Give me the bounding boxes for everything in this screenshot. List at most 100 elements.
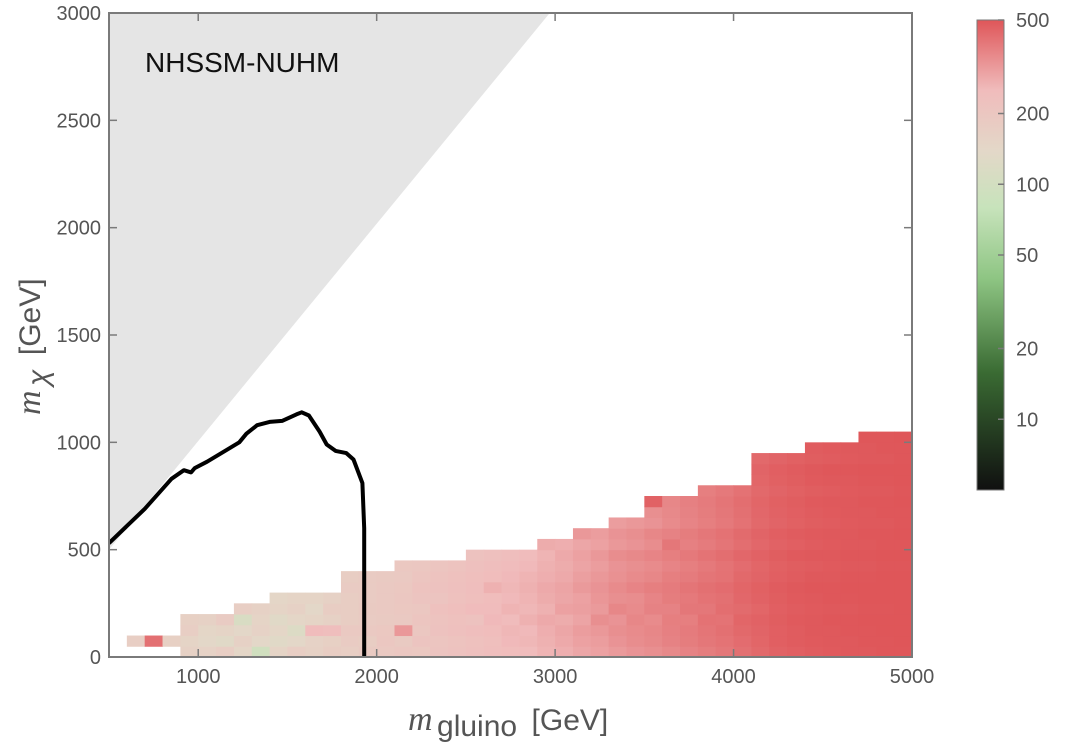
heatmap-cell bbox=[733, 635, 752, 647]
heatmap-cell bbox=[733, 538, 752, 551]
heatmap-cell bbox=[804, 614, 824, 626]
heatmap-cell bbox=[822, 592, 842, 604]
heatmap-cell bbox=[519, 571, 538, 583]
excluded-region bbox=[109, 13, 550, 550]
heatmap-cell bbox=[876, 560, 895, 572]
heatmap-cell bbox=[358, 635, 378, 647]
heatmap-cell bbox=[858, 635, 877, 647]
heatmap-cell bbox=[572, 635, 592, 647]
heatmap-cell bbox=[680, 560, 699, 572]
heatmap-cell bbox=[537, 571, 556, 583]
heatmap-cell bbox=[216, 646, 235, 657]
heatmap-cell bbox=[697, 506, 717, 518]
heatmap-cell bbox=[644, 614, 663, 626]
heatmap-cell bbox=[858, 442, 877, 454]
heatmap-cell bbox=[376, 646, 396, 657]
heatmap-cell bbox=[555, 635, 574, 647]
heatmap-cell bbox=[876, 474, 895, 486]
heatmap-cell bbox=[680, 549, 699, 561]
heatmap-cell bbox=[876, 506, 895, 518]
heatmap-cell bbox=[840, 474, 859, 486]
heatmap-cell bbox=[180, 614, 199, 626]
heatmap-cell bbox=[876, 549, 895, 561]
heatmap-cell bbox=[822, 442, 842, 454]
heatmap-cell bbox=[448, 646, 467, 657]
heatmap-cell bbox=[626, 517, 645, 529]
heatmap-cell bbox=[876, 496, 895, 508]
heatmap-cell bbox=[894, 624, 912, 637]
heatmap-cell bbox=[840, 549, 859, 561]
heatmap-cell bbox=[858, 624, 877, 637]
heatmap-cell bbox=[644, 517, 663, 529]
heatmap-cell bbox=[465, 560, 485, 572]
heatmap-cell bbox=[394, 635, 413, 647]
heatmap-cell bbox=[555, 538, 574, 551]
heatmap-cell bbox=[216, 614, 235, 626]
heatmap-cell bbox=[769, 538, 788, 551]
colorbar-tick-label: 500 bbox=[1016, 10, 1049, 32]
heatmap-cell bbox=[840, 614, 859, 626]
heatmap-cell bbox=[448, 571, 467, 583]
heatmap-cell bbox=[840, 592, 859, 604]
x-axis-subscript: gluino bbox=[437, 710, 517, 743]
y-tick-label: 1000 bbox=[57, 432, 102, 454]
heatmap-cell bbox=[804, 624, 824, 637]
heatmap-cell bbox=[787, 538, 806, 551]
heatmap-cell bbox=[894, 528, 912, 540]
heatmap-cell bbox=[251, 635, 271, 647]
heatmap-cell bbox=[394, 571, 413, 583]
heatmap-cell bbox=[715, 581, 735, 594]
heatmap-cell bbox=[430, 571, 449, 583]
heatmap-cell bbox=[465, 603, 485, 615]
heatmap-cell bbox=[751, 528, 770, 540]
heatmap-cell bbox=[894, 560, 912, 572]
heatmap-cell bbox=[715, 571, 735, 583]
heatmap-cell bbox=[519, 624, 538, 637]
x-tick-label: 4000 bbox=[711, 666, 756, 688]
heatmap-cell bbox=[519, 635, 538, 647]
heatmap-cell bbox=[662, 517, 681, 529]
heatmap-cell bbox=[590, 592, 610, 604]
heatmap-cell bbox=[662, 496, 681, 508]
heatmap-cell bbox=[751, 453, 770, 465]
heatmap-cell bbox=[840, 496, 859, 508]
heatmap-cell bbox=[894, 538, 912, 551]
heatmap-cell bbox=[287, 624, 306, 637]
heatmap-cell bbox=[769, 453, 788, 465]
heatmap-cell bbox=[305, 646, 324, 657]
heatmap-cell bbox=[537, 560, 556, 572]
heatmap-cell bbox=[233, 635, 253, 647]
heatmap-cell bbox=[680, 528, 699, 540]
heatmap-cell bbox=[858, 485, 877, 497]
heatmap-cell bbox=[715, 538, 735, 551]
heatmap-cell bbox=[483, 571, 503, 583]
heatmap-cell bbox=[626, 624, 645, 637]
heatmap-cell bbox=[269, 624, 288, 637]
heatmap-cell bbox=[840, 463, 859, 476]
heatmap-cell bbox=[697, 560, 717, 572]
heatmap-cell bbox=[233, 603, 253, 615]
heatmap-cell bbox=[572, 560, 592, 572]
heatmap-cell bbox=[697, 592, 717, 604]
heatmap-cell bbox=[894, 571, 912, 583]
heatmap-cell bbox=[644, 571, 663, 583]
heatmap-cell bbox=[376, 581, 396, 594]
heatmap-cell bbox=[715, 592, 735, 604]
heatmap-cell bbox=[590, 528, 610, 540]
heatmap-cell bbox=[483, 614, 503, 626]
heatmap-cell bbox=[340, 635, 360, 647]
heatmap-cell bbox=[555, 571, 574, 583]
heatmap-cell bbox=[680, 635, 699, 647]
heatmap-cell bbox=[680, 538, 699, 551]
heatmap-cell bbox=[751, 571, 770, 583]
heatmap-cell bbox=[483, 560, 503, 572]
heatmap-cell bbox=[501, 635, 520, 647]
heatmap-cell bbox=[894, 549, 912, 561]
heatmap-cell bbox=[858, 592, 877, 604]
heatmap-cell bbox=[840, 603, 859, 615]
colorbar-tick-label: 10 bbox=[1016, 409, 1038, 431]
heatmap-cell bbox=[644, 624, 663, 637]
heatmap-cell bbox=[715, 496, 735, 508]
heatmap-cell bbox=[840, 571, 859, 583]
heatmap-cell bbox=[894, 442, 912, 454]
